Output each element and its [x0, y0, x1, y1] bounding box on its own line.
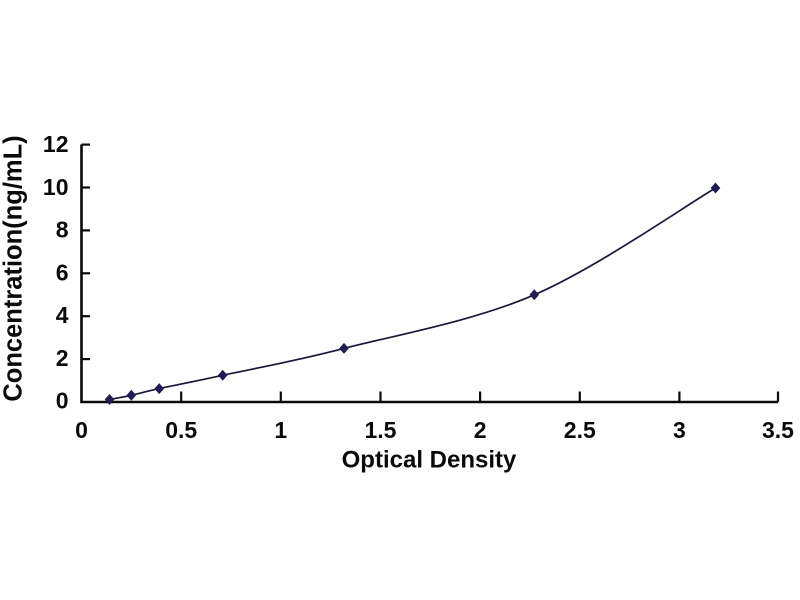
svg-text:Optical Density: Optical Density — [342, 447, 517, 474]
svg-text:12: 12 — [43, 131, 69, 157]
svg-text:2: 2 — [474, 417, 487, 443]
svg-text:1.5: 1.5 — [365, 417, 397, 443]
svg-text:3.5: 3.5 — [762, 417, 794, 443]
svg-text:0.5: 0.5 — [165, 417, 197, 443]
svg-text:8: 8 — [56, 217, 69, 243]
svg-text:10: 10 — [43, 174, 69, 200]
svg-text:2: 2 — [56, 345, 69, 371]
svg-text:1: 1 — [274, 417, 287, 443]
svg-text:6: 6 — [56, 259, 69, 285]
svg-text:3: 3 — [673, 417, 686, 443]
svg-text:2.5: 2.5 — [564, 417, 596, 443]
svg-text:4: 4 — [56, 302, 69, 328]
svg-text:0: 0 — [56, 388, 69, 414]
svg-text:Concentration(ng/mL): Concentration(ng/mL) — [0, 135, 28, 401]
svg-text:0: 0 — [75, 417, 88, 443]
